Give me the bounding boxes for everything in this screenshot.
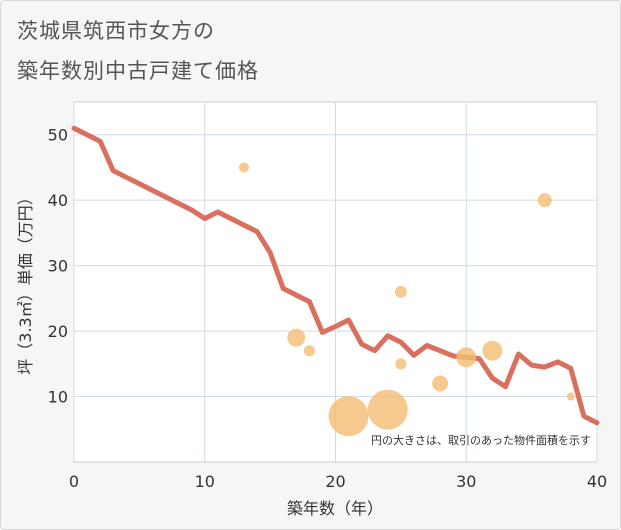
chart-title-line-2: 築年数別中古戸建て価格 (17, 59, 259, 83)
x-tick-label: 10 (195, 472, 215, 491)
data-bubble (482, 340, 503, 361)
y-tick-label: 10 (48, 388, 68, 407)
data-bubble (432, 375, 449, 392)
data-bubble (303, 345, 315, 357)
x-tick-label: 20 (325, 472, 345, 491)
chart-title-line-1: 茨城県筑西市女方の (17, 19, 215, 43)
data-bubble (238, 162, 249, 173)
x-axis-label: 築年数（年） (287, 499, 383, 518)
x-tick-label: 40 (587, 472, 607, 491)
x-tick-label: 0 (69, 472, 79, 491)
tick-labels: 0 10 20 30 40 10 20 30 40 50 (48, 126, 608, 491)
y-tick-label: 50 (48, 126, 68, 145)
series-line-layer (71, 125, 600, 426)
y-tick-label: 30 (48, 257, 68, 276)
data-bubble (395, 358, 407, 370)
size-note: 円の大きさは、取引のあった物件面積を示す (371, 433, 591, 447)
y-tick-label: 40 (48, 191, 68, 210)
y-axis-label: 坪（3.3㎡）単価（万円） (16, 189, 35, 374)
series-line (71, 125, 600, 426)
data-bubble (566, 392, 575, 401)
data-bubble (287, 328, 306, 347)
data-bubble (537, 193, 552, 208)
data-bubble (456, 347, 477, 368)
data-bubble (367, 389, 408, 430)
y-tick-label: 20 (48, 322, 68, 341)
data-bubble (328, 396, 369, 437)
data-bubble (394, 285, 407, 298)
x-tick-label: 30 (456, 472, 476, 491)
grid (73, 102, 598, 462)
bubble-layer (238, 162, 575, 437)
